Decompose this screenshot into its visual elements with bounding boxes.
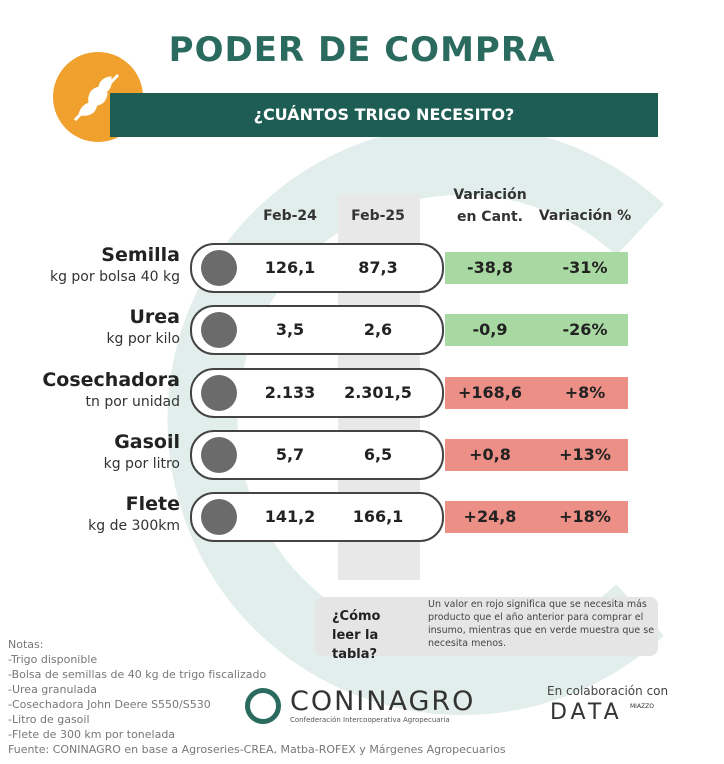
title: PODER DE COMPRA: [168, 30, 556, 70]
row-icon: [201, 312, 237, 349]
notes-title: Notas:: [8, 638, 44, 651]
legend-question: ¿Cómo leer la tabla?: [332, 609, 381, 662]
note: -Litro de gasoil: [8, 713, 90, 726]
cell: 6,5: [363, 444, 393, 464]
logo: CONINAGRO: [290, 686, 476, 717]
partner-sub: MIAZZO: [630, 703, 654, 710]
cell: +13%: [559, 444, 611, 464]
variation-bar: [445, 438, 628, 471]
cell: -0,9: [472, 320, 508, 340]
row-icon: [201, 499, 237, 536]
cell: +24,8: [463, 507, 517, 527]
cell: 126,1: [264, 258, 316, 277]
row-name: Flete: [125, 493, 180, 516]
collab: En colaboración con: [547, 684, 669, 698]
cell: 5,7: [275, 444, 305, 464]
cell: -31%: [562, 258, 608, 277]
legend-box: [315, 597, 658, 656]
cell: +0,8: [469, 444, 511, 464]
cell: +8%: [564, 382, 606, 402]
row-name: Semilla: [101, 244, 180, 266]
note: -Bolsa de semillas de 40 kg de trigo fis…: [8, 668, 267, 681]
variation-bar: [445, 501, 628, 534]
variation-bar: [445, 376, 628, 409]
banner: [110, 93, 658, 137]
column-header: Variación %: [538, 208, 632, 224]
logo-mark: [245, 688, 281, 724]
cell: 166,1: [352, 507, 404, 527]
row-icon: [201, 250, 237, 286]
cell: -26%: [562, 320, 608, 340]
cell: 2.301,5: [344, 382, 412, 402]
column-header: Variación en Cant.: [453, 187, 527, 225]
cell: -38,8: [466, 258, 514, 277]
subtitle: ¿CUÁNTOS TRIGO NECESITO?: [253, 105, 515, 124]
row-unit: kg por litro: [103, 455, 180, 472]
note: -Flete de 300 km por tonelada: [8, 728, 176, 741]
cell: 2.133: [264, 382, 316, 402]
row-name: Urea: [129, 306, 180, 329]
row-unit: kg por bolsa 40 kg: [49, 269, 180, 285]
logo-sub: Confederación Intercooperativa Agropecua…: [290, 716, 450, 724]
note: -Trigo disponible: [8, 653, 98, 666]
partner: DATA: [550, 700, 623, 725]
cell: 2,6: [363, 320, 393, 340]
row-icon: [201, 436, 237, 473]
row-name: Gasoil: [114, 430, 180, 453]
source: Fuente: CONINAGRO en base a Agroseries-C…: [8, 743, 506, 756]
row-name: Cosechadora: [42, 368, 180, 391]
row-unit: kg de 300km: [88, 518, 180, 535]
variation-bar: [445, 252, 628, 284]
legend-text: Un valor en rojo significa que se necesi…: [428, 599, 655, 649]
cell: +18%: [559, 507, 611, 527]
column-header: Feb-24: [263, 208, 317, 224]
row-unit: kg por kilo: [106, 331, 180, 348]
cell: +168,6: [457, 382, 522, 402]
note: -Cosechadora John Deere S550/S530: [8, 698, 211, 711]
row-unit: tn por unidad: [85, 393, 180, 410]
cell: 141,2: [264, 507, 316, 527]
column-header: Feb-25: [351, 208, 405, 224]
cell: 3,5: [275, 320, 305, 340]
cell: 87,3: [358, 258, 398, 277]
note: -Urea granulada: [8, 683, 98, 696]
row-icon: [201, 374, 237, 411]
variation-bar: [445, 314, 628, 347]
